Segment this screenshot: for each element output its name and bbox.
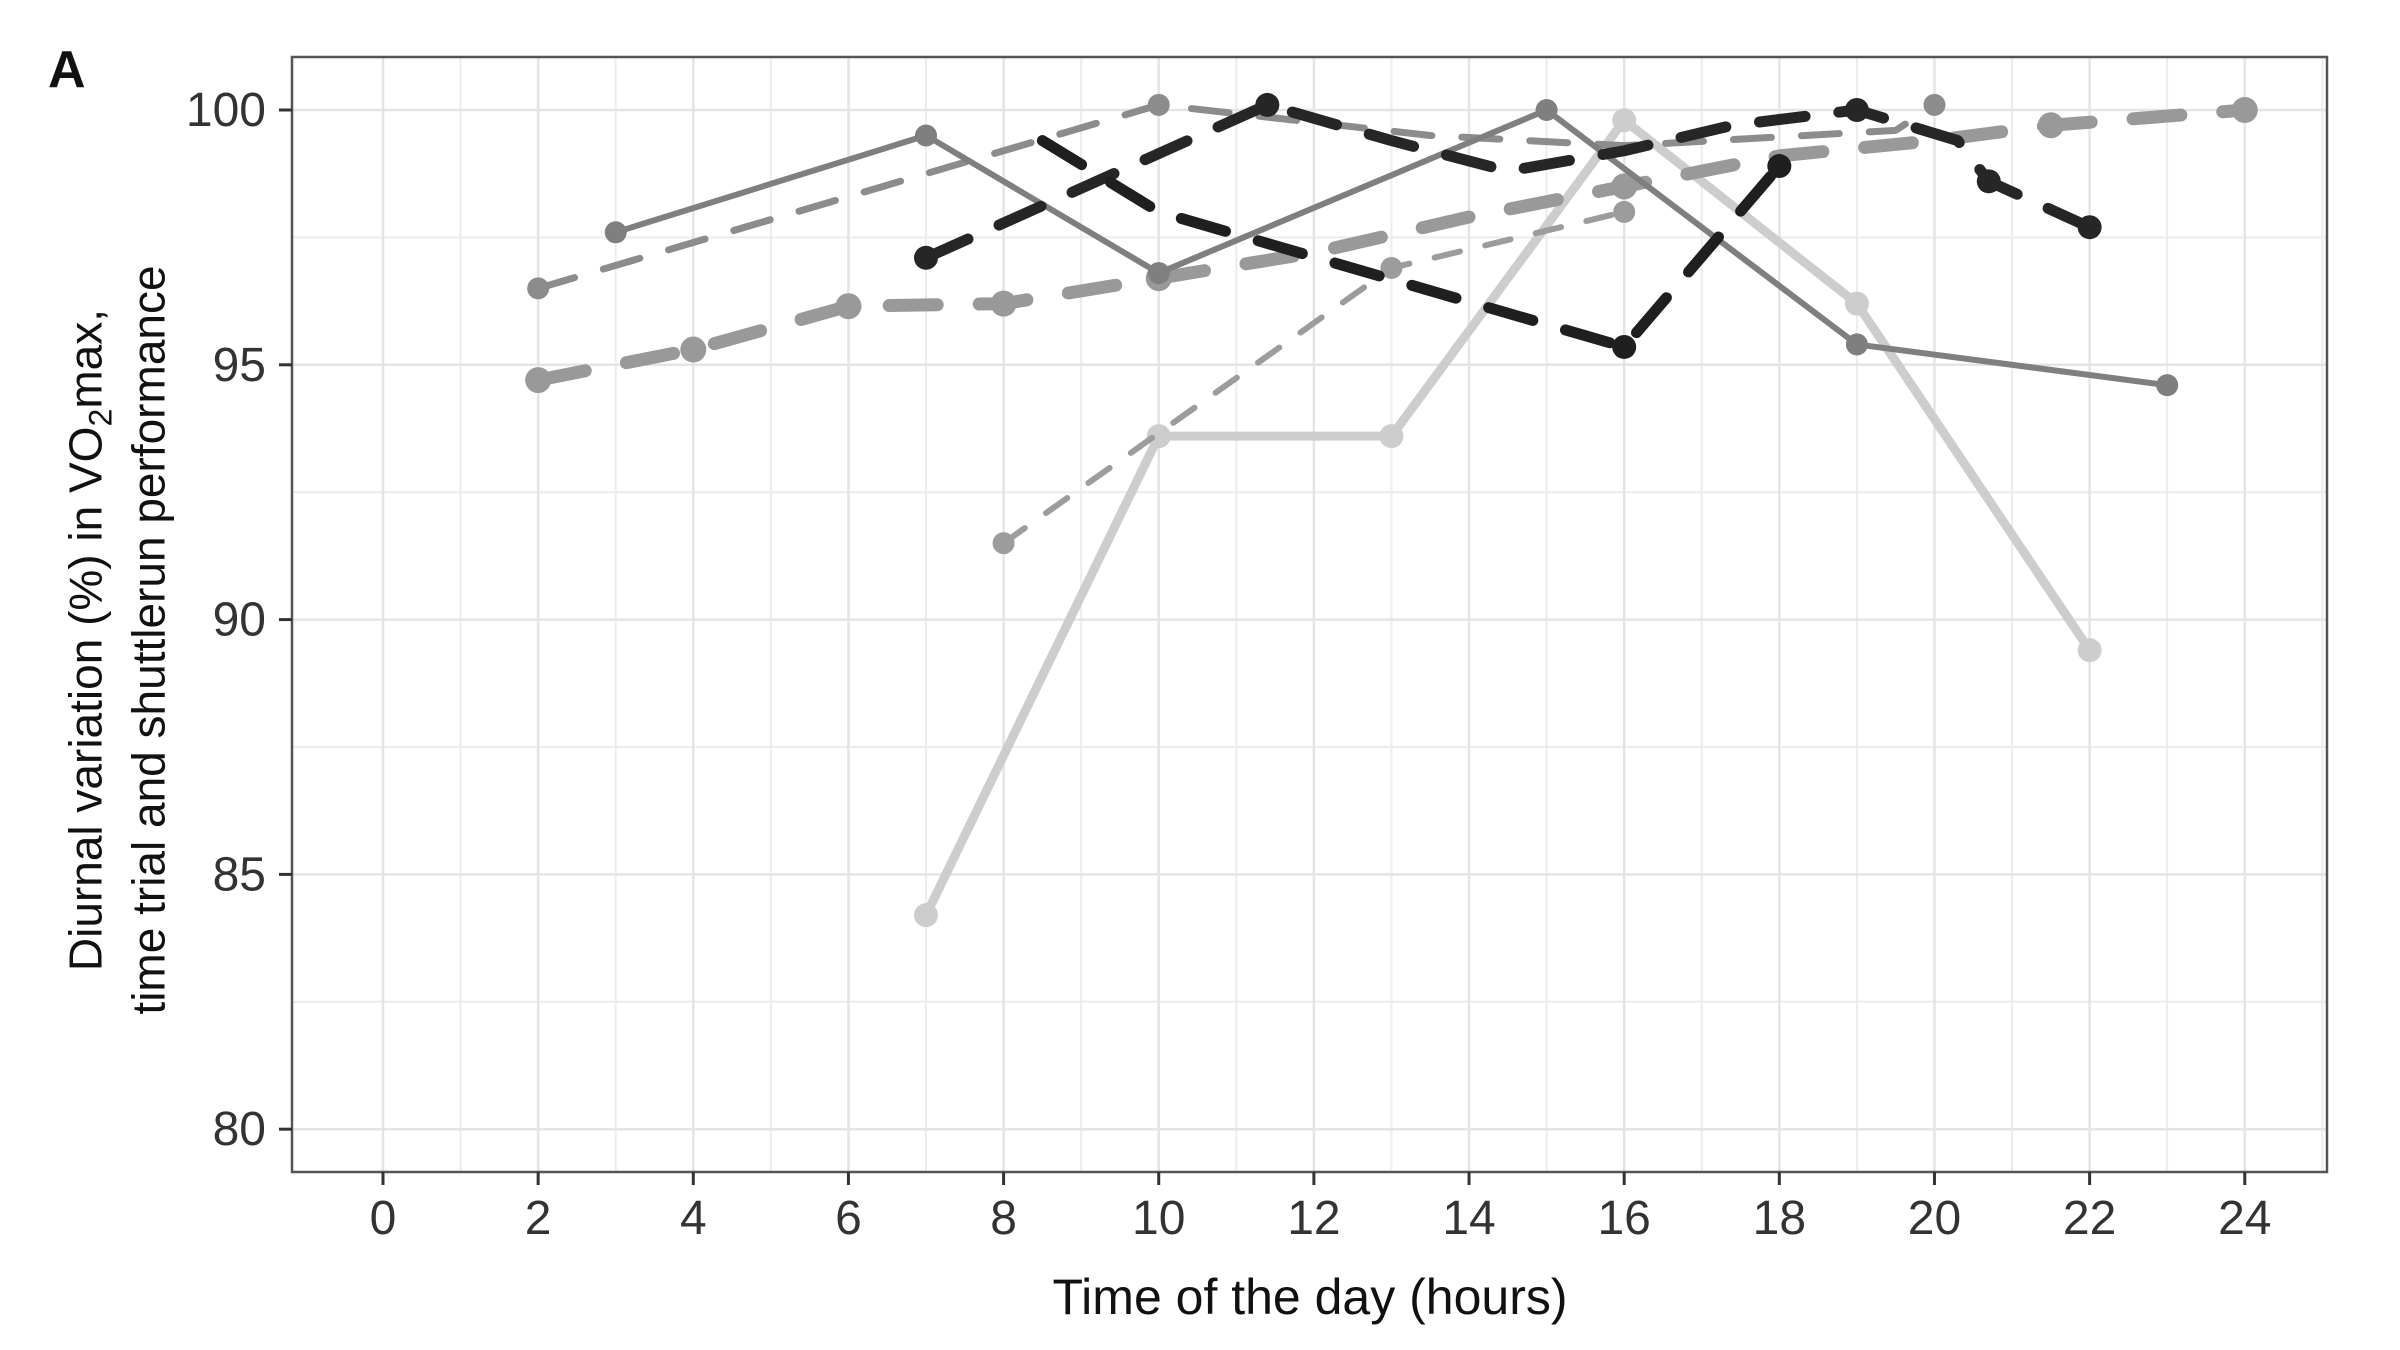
- x-tick-label: 8: [990, 1192, 1017, 1245]
- x-tick-label: 16: [1597, 1192, 1650, 1245]
- x-tick-label: 0: [370, 1192, 397, 1245]
- series-thin-dashed-gray-point: [1613, 200, 1636, 223]
- x-tick-label: 18: [1753, 1192, 1806, 1245]
- x-tick-label: 4: [680, 1192, 707, 1245]
- x-tick-label: 22: [2063, 1192, 2116, 1245]
- series-solid-medium-gray-point: [604, 221, 627, 244]
- series-light-thick-solid-line: [921, 115, 2095, 920]
- series-black-dashed-zigzag-point: [1976, 169, 2001, 194]
- x-axis-title: Time of the day (hours): [1052, 1269, 1568, 1325]
- series-medium-dashed-gray-point: [1147, 93, 1170, 116]
- series-medium-dashed-gray-line: [534, 101, 1938, 292]
- series-light-thick-solid-point: [2077, 638, 2102, 663]
- series-thin-dashed-gray-point: [1380, 256, 1403, 279]
- series-black-dashed-zigzag-point: [1255, 92, 1280, 117]
- y-tick-label: 100: [186, 84, 266, 137]
- series-medium-dashed-gray-point: [1923, 93, 1946, 116]
- y-tick-label: 95: [213, 339, 266, 392]
- series-black-dashed-zigzag-point: [914, 245, 939, 270]
- panel-label: A: [48, 41, 86, 99]
- series-light-thick-solid-point: [1379, 424, 1404, 449]
- series-solid-medium-gray-point: [1535, 98, 1558, 121]
- series-black-dashed-zigzag-line: [920, 99, 2096, 264]
- series-black-dashed-zigzag-point: [1844, 97, 1869, 122]
- vo2-subscript: 2: [82, 408, 119, 427]
- y-tick-label: 85: [213, 848, 266, 901]
- series-medium-dashed-gray-point: [527, 277, 550, 300]
- series-light-thick-solid-point: [1146, 424, 1171, 449]
- series-black-dashed-zigzag-point: [2077, 215, 2102, 240]
- series-light-thick-solid-point: [914, 903, 939, 928]
- x-tick-label: 24: [2218, 1192, 2271, 1245]
- series-thick-dashed-gray-point: [680, 336, 707, 363]
- series-black-dashed-vee-line: [1036, 135, 1785, 353]
- series-thick-dashed-gray-point: [2231, 96, 2258, 123]
- x-tick-label: 14: [1442, 1192, 1495, 1245]
- x-tick-label: 20: [1908, 1192, 1961, 1245]
- series-thick-dashed-gray-point: [990, 290, 1017, 317]
- y-axis-title-line2: time trial and shuttlerun performance: [122, 265, 175, 1015]
- x-tick-label: 6: [835, 1192, 862, 1245]
- series-light-thick-solid-point: [1844, 291, 1869, 316]
- y-tick-label: 90: [213, 594, 266, 647]
- y-tick-label: 80: [213, 1103, 266, 1156]
- series-thick-dashed-gray-point: [2037, 112, 2064, 139]
- series-solid-medium-gray-point: [915, 124, 938, 147]
- series-thick-dashed-gray-point: [1611, 173, 1638, 200]
- series-thick-dashed-gray-point: [835, 293, 862, 320]
- series-solid-medium-gray-point: [2156, 374, 2179, 397]
- x-tick-label: 10: [1132, 1192, 1185, 1245]
- panel-border: [290, 55, 2329, 1174]
- y-axis-title-line1: Diurnal variation (%) in VO2max,: [59, 308, 119, 972]
- series-solid-medium-gray-point: [1845, 333, 1868, 356]
- series-black-dashed-vee-point: [1767, 154, 1792, 179]
- series-thin-dashed-gray-point: [992, 532, 1015, 555]
- plot-area: [292, 57, 2327, 1172]
- x-tick-label: 12: [1287, 1192, 1340, 1245]
- series-light-thick-solid-point: [1612, 108, 1637, 133]
- series-solid-medium-gray-point: [1147, 262, 1170, 285]
- series-black-dashed-vee-point: [1612, 334, 1637, 359]
- y-axis-title: Diurnal variation (%) in VO2max, time tr…: [58, 265, 179, 1014]
- x-tick-label: 2: [525, 1192, 552, 1245]
- series-solid-medium-gray-line: [612, 106, 2171, 389]
- series-thick-dashed-gray-point: [525, 367, 552, 394]
